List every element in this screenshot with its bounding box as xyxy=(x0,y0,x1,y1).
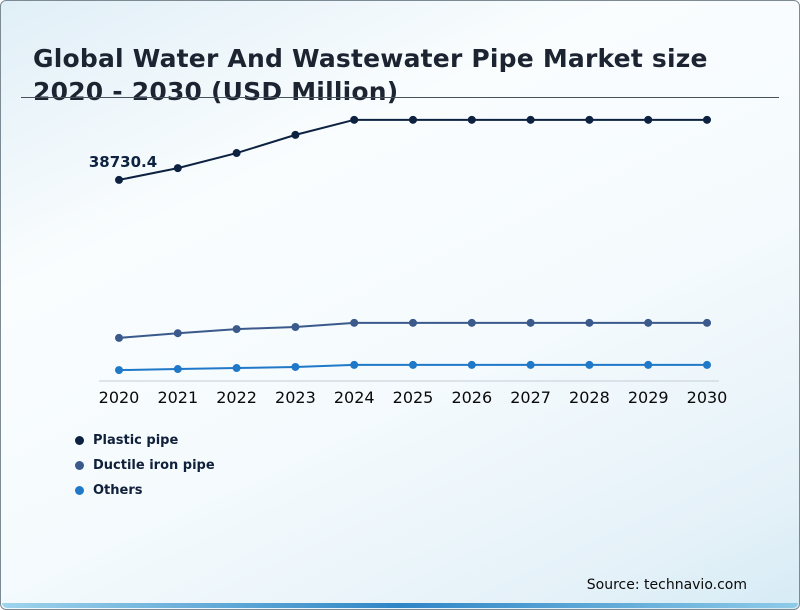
svg-text:2027: 2027 xyxy=(510,388,551,407)
svg-text:2030: 2030 xyxy=(687,388,728,407)
legend-dot-plastic-pipe-icon xyxy=(75,435,84,445)
legend-item-plastic-pipe: Plastic pipe xyxy=(75,432,215,448)
legend-item-others: Others xyxy=(75,482,215,498)
svg-text:38730.4: 38730.4 xyxy=(89,153,157,171)
svg-text:2024: 2024 xyxy=(334,388,375,407)
legend-dot-others-icon xyxy=(75,485,84,495)
source-attribution: Source: technavio.com xyxy=(586,577,747,593)
legend-dot-ductile-iron-pipe-icon xyxy=(75,460,84,470)
chart-legend: Plastic pipe Ductile iron pipe Others xyxy=(75,433,215,508)
title-divider xyxy=(21,97,779,98)
legend-label: Others xyxy=(93,482,143,498)
svg-text:2020: 2020 xyxy=(99,388,140,407)
svg-text:2028: 2028 xyxy=(569,388,610,407)
page-title: Global Water And Wastewater Pipe Market … xyxy=(33,43,708,106)
svg-text:2029: 2029 xyxy=(628,388,669,407)
svg-text:2021: 2021 xyxy=(157,388,198,407)
svg-text:2023: 2023 xyxy=(275,388,316,407)
bottom-accent-bar xyxy=(2,603,798,608)
svg-text:2025: 2025 xyxy=(393,388,434,407)
svg-text:2026: 2026 xyxy=(451,388,492,407)
legend-label: Ductile iron pipe xyxy=(93,457,215,473)
legend-item-ductile-iron-pipe: Ductile iron pipe xyxy=(75,457,215,473)
legend-label: Plastic pipe xyxy=(93,432,179,448)
chart-canvas: 2020 2021 2022 2023 2024 2025 2026 2027 2028 2029… xyxy=(89,115,728,407)
chart-area: 2020 2021 2022 2023 2024 2025 2026 2027 2028 2029… xyxy=(1,101,800,411)
svg-text:2022: 2022 xyxy=(216,388,257,407)
